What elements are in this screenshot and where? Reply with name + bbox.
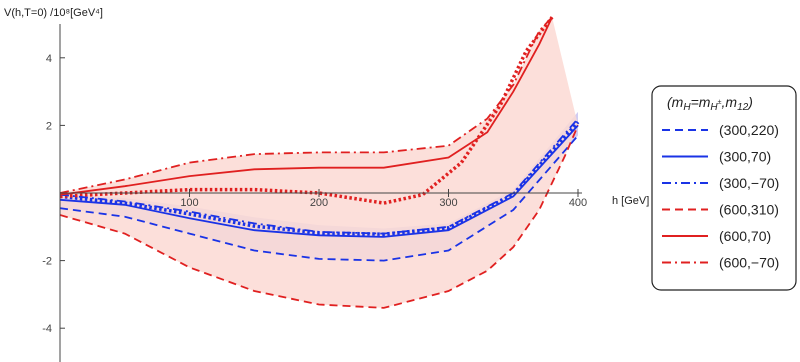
legend-label-1: (300,70): [719, 149, 771, 165]
series-line-0: [60, 134, 579, 262]
legend-label-3: (600,310): [719, 202, 779, 218]
dotted-line-0: [60, 120, 580, 236]
legend-label-5: (600,−70): [719, 255, 779, 271]
legend-label-4: (600,70): [719, 228, 771, 244]
y-axis-label: V(h,T=0) /10⁸[GeV⁴]: [4, 7, 103, 19]
y-tick-label--2: -2: [42, 256, 52, 268]
series-line-1: [60, 124, 579, 238]
x-tick-label-300: 300: [439, 197, 457, 209]
series-line-5: [60, 16, 553, 194]
band-1: [60, 17, 578, 308]
legend: (mH=mH±,m12) (300,220)(300,70)(300,−70)(…: [651, 85, 797, 291]
chart-axes: 100 200 300 400 -4 -2 2 4: [42, 24, 587, 362]
y-tick-label--4: -4: [42, 323, 52, 335]
legend-frame: [651, 85, 797, 291]
x-axis-label: h [GeV]: [612, 195, 649, 207]
legend-items: (300,220) (300,70) (300,−70) (600,310) (600,…: [662, 122, 779, 271]
y-tick-label-2: 2: [46, 120, 52, 132]
legend-label-0: (300,220): [719, 122, 779, 138]
legend-title: (mH=mH±,m12): [667, 94, 753, 113]
y-tick-label-4: 4: [46, 53, 52, 65]
axis-ticks: 100 200 300 400 -4 -2 2 4: [42, 53, 587, 335]
series-line-4: [60, 16, 553, 196]
x-tick-label-100: 100: [180, 197, 198, 209]
uncertainty-bands: [60, 17, 578, 308]
x-tick-label-200: 200: [310, 197, 328, 209]
chart-series: [60, 16, 580, 309]
x-tick-label-400: 400: [569, 197, 587, 209]
series-line-2: [60, 118, 579, 235]
legend-label-2: (300,−70): [719, 175, 779, 191]
